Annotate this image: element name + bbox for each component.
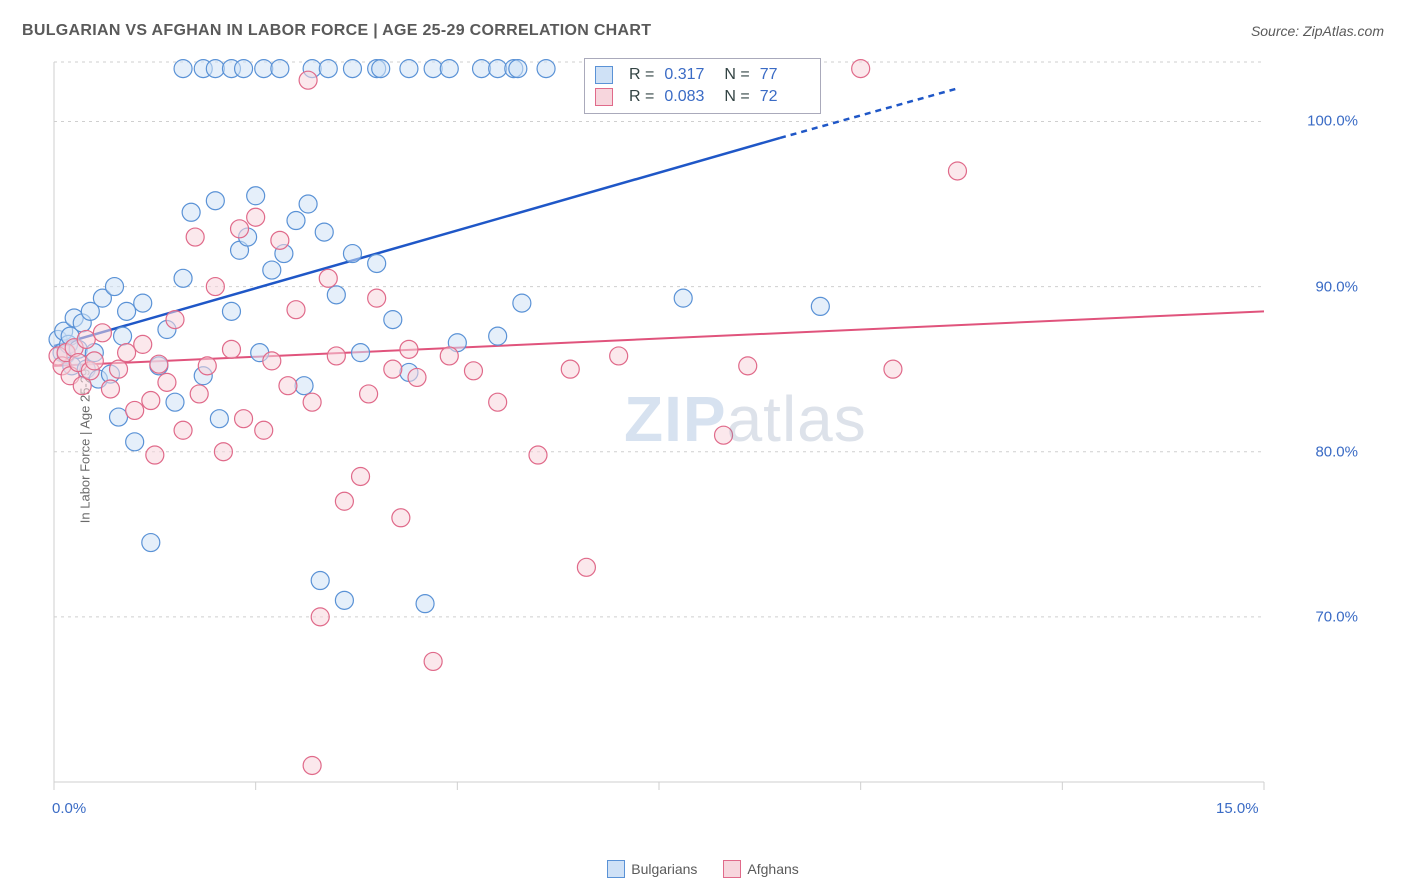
n-label: N = bbox=[724, 66, 749, 84]
n-value: 77 bbox=[760, 66, 810, 84]
r-label: R = bbox=[629, 88, 654, 106]
legend-swatch bbox=[723, 860, 741, 878]
legend-swatch bbox=[595, 66, 613, 84]
x-tick-label: 0.0% bbox=[52, 800, 86, 817]
legend-label: Afghans bbox=[747, 861, 798, 877]
chart-svg bbox=[44, 52, 1364, 822]
chart-title: BULGARIAN VS AFGHAN IN LABOR FORCE | AGE… bbox=[22, 22, 651, 40]
legend-stat-row: R = 0.083 N = 72 bbox=[595, 86, 810, 108]
legend-item: Bulgarians bbox=[607, 860, 697, 878]
n-label: N = bbox=[724, 88, 749, 106]
series-legend: Bulgarians Afghans bbox=[0, 860, 1406, 878]
y-tick-label: 100.0% bbox=[1307, 113, 1358, 130]
legend-stat-row: R = 0.317 N = 77 bbox=[595, 64, 810, 86]
r-label: R = bbox=[629, 66, 654, 84]
correlation-legend: R = 0.317 N = 77 R = 0.083 N = 72 bbox=[584, 58, 821, 114]
legend-swatch bbox=[607, 860, 625, 878]
scatter-plot: ZIPatlas R =0.317N =77R =0.083N =72 70.0… bbox=[44, 52, 1364, 822]
legend-swatch bbox=[595, 88, 613, 106]
legend-item: Afghans bbox=[723, 860, 798, 878]
n-value: 72 bbox=[760, 88, 810, 106]
r-value: 0.083 bbox=[664, 88, 714, 106]
y-tick-label: 90.0% bbox=[1315, 278, 1358, 295]
source-label: Source: ZipAtlas.com bbox=[1251, 23, 1384, 39]
r-value: 0.317 bbox=[664, 66, 714, 84]
chart-header: BULGARIAN VS AFGHAN IN LABOR FORCE | AGE… bbox=[0, 0, 1406, 48]
y-tick-label: 80.0% bbox=[1315, 443, 1358, 460]
legend-label: Bulgarians bbox=[631, 861, 697, 877]
y-tick-label: 70.0% bbox=[1315, 608, 1358, 625]
x-tick-label: 15.0% bbox=[1216, 800, 1259, 817]
